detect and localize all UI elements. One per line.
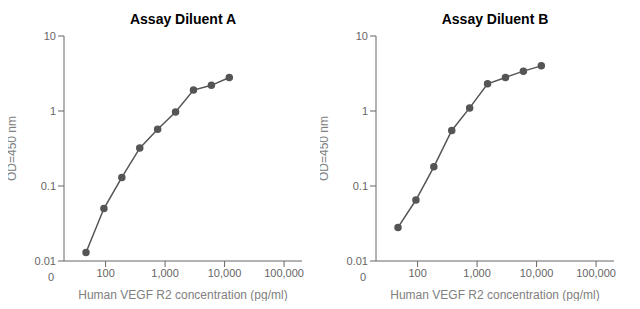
svg-text:0.01: 0.01 — [347, 255, 368, 267]
svg-text:1,000: 1,000 — [463, 267, 491, 279]
svg-text:1,000: 1,000 — [151, 267, 179, 279]
html-text:Assay Diluent A: Assay Diluent A — [130, 11, 236, 27]
svg-text:1: 1 — [362, 105, 368, 117]
svg-text:100: 100 — [96, 267, 114, 279]
svg-text:10: 10 — [44, 30, 56, 42]
svg-text:10,000: 10,000 — [208, 267, 242, 279]
html-text:0: 0 — [48, 271, 55, 283]
html-text:Assay Diluent B: Assay Diluent B — [441, 11, 549, 27]
svg-text:0.1: 0.1 — [353, 180, 368, 192]
svg-text:OD=450 nm: OD=450 nm — [8, 116, 19, 181]
svg-text:0.1: 0.1 — [41, 180, 56, 192]
svg-text:0.01: 0.01 — [35, 255, 56, 267]
svg-text:10: 10 — [356, 30, 368, 42]
svg-text:OD=450 nm: OD=450 nm — [320, 116, 331, 181]
svg-text:100,000: 100,000 — [264, 267, 304, 279]
svg-text:1: 1 — [50, 105, 56, 117]
svg-text:100,000: 100,000 — [576, 267, 616, 279]
svg-text:100: 100 — [408, 267, 426, 279]
html-text:0: 0 — [360, 271, 367, 283]
svg-text:Human VEGF R2 concentration (p: Human VEGF R2 concentration (pg/ml) — [78, 288, 287, 301]
svg-text:Human VEGF R2 concentration (p: Human VEGF R2 concentration (pg/ml) — [390, 288, 599, 301]
svg-text:10,000: 10,000 — [520, 267, 554, 279]
